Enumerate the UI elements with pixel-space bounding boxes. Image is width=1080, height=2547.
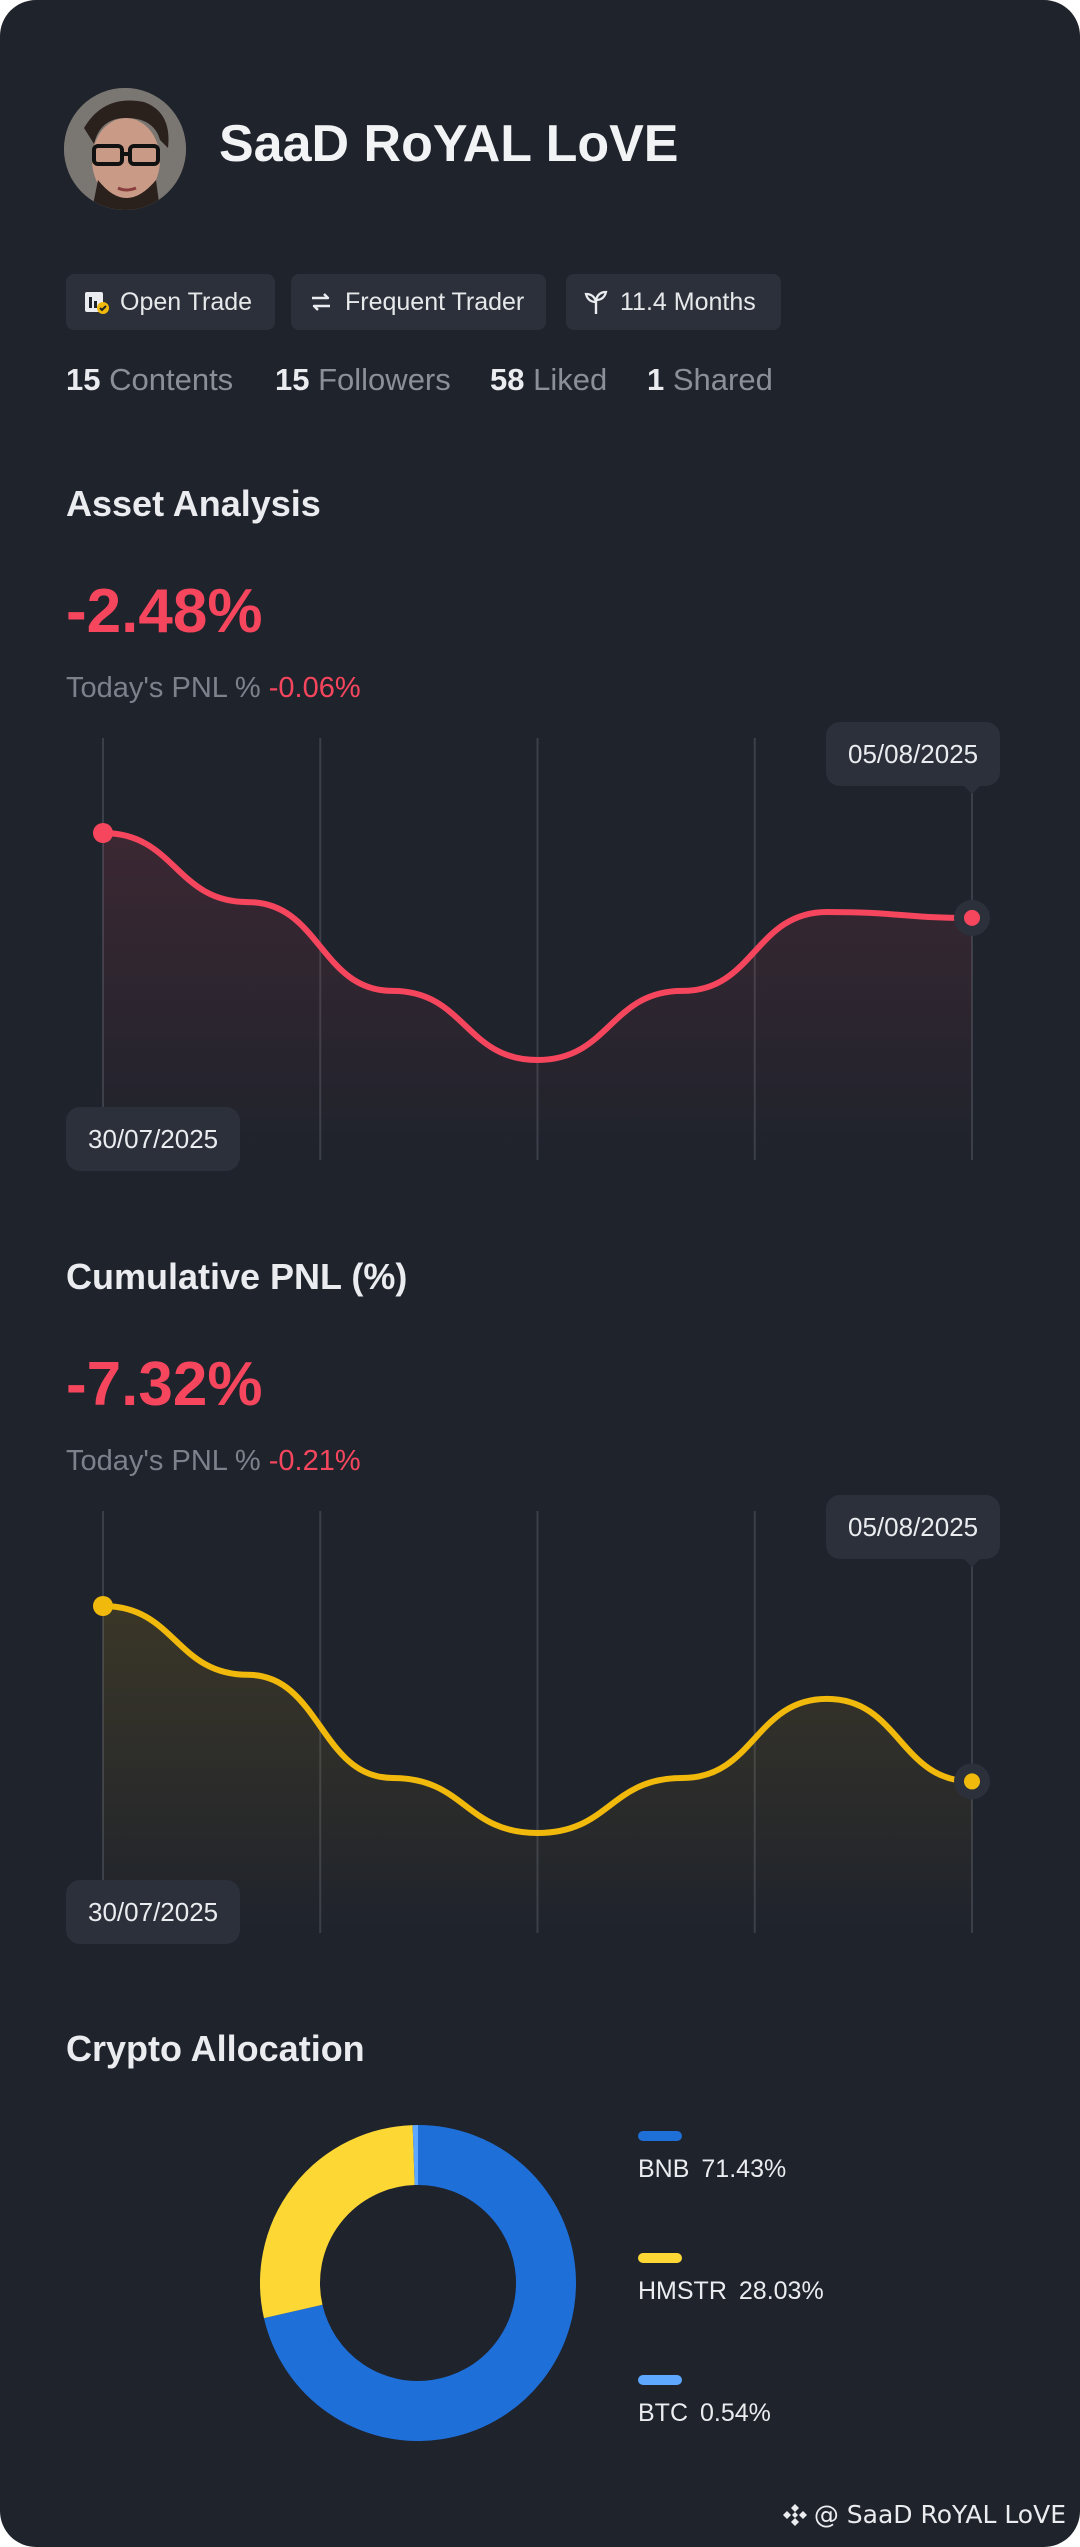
legend-name: BTC: [638, 2399, 688, 2427]
stat-contents[interactable]: 15 Contents: [66, 362, 233, 398]
open-trade-icon: [85, 292, 109, 314]
today-pnl-value: -0.21%: [268, 1445, 361, 1477]
legend-item-btc: BTC 0.54%: [638, 2375, 771, 2428]
avatar-image: [64, 88, 186, 210]
legend-text: BTC 0.54%: [638, 2399, 771, 2428]
stat-label: Contents: [109, 362, 234, 397]
start-date-pill: 30/07/2025: [66, 1880, 241, 1944]
asset-analysis-chart[interactable]: [0, 720, 1080, 1180]
cumulative-today-pnl: Today's PNL % -0.21%: [66, 1445, 361, 1478]
footer-watermark: @ SaaD RoYAL LoVE: [782, 2500, 1066, 2529]
end-point-marker: [964, 1773, 980, 1790]
cumulative-pnl-chart[interactable]: [0, 1493, 1080, 1953]
stat-label: Liked: [533, 362, 608, 397]
asset-analysis-value: -2.48%: [66, 577, 263, 646]
asset-analysis-title: Asset Analysis: [66, 483, 321, 524]
crypto-allocation-title: Crypto Allocation: [66, 2028, 365, 2069]
sprout-icon: [584, 290, 608, 314]
badge-label: 11.4 Months: [620, 287, 756, 316]
series-area: [103, 1606, 972, 1933]
avatar[interactable]: [64, 88, 186, 210]
start-point-marker: [93, 1596, 113, 1616]
swap-icon: [312, 293, 330, 311]
start-point-marker: [93, 823, 113, 843]
legend-text: HMSTR 28.03%: [638, 2277, 824, 2306]
stat-value: 58: [490, 362, 525, 397]
donut-slice-bnb[interactable]: [263, 2125, 576, 2441]
series-area: [103, 833, 972, 1160]
stat-liked[interactable]: 58 Liked: [490, 362, 607, 398]
end-point-marker: [964, 909, 980, 926]
binance-logo-icon: [782, 2503, 807, 2526]
stat-shared[interactable]: 1 Shared: [647, 362, 773, 398]
legend-pct: 71.43%: [701, 2155, 787, 2183]
allocation-donut-chart[interactable]: [260, 2125, 576, 2441]
today-pnl-value: -0.06%: [268, 672, 361, 704]
end-date-pill: 05/08/2025: [826, 1495, 1001, 1559]
today-pnl-label: Today's PNL %: [66, 672, 261, 704]
today-pnl-label: Today's PNL %: [66, 1445, 261, 1477]
stat-value: 1: [647, 362, 665, 397]
tooltip-pointer: [964, 786, 980, 794]
legend-pct: 28.03%: [738, 2277, 824, 2305]
asset-today-pnl: Today's PNL % -0.06%: [66, 672, 361, 705]
tooltip-pointer: [964, 1559, 980, 1567]
badge-label: Open Trade: [120, 287, 253, 316]
stat-value: 15: [275, 362, 310, 397]
footer-text: @ SaaD RoYAL LoVE: [813, 2500, 1066, 2529]
legend-swatch: [638, 2131, 682, 2141]
badge-open-trade[interactable]: Open Trade: [66, 274, 275, 330]
legend-item-hmstr: HMSTR 28.03%: [638, 2253, 824, 2306]
legend-swatch: [638, 2375, 682, 2385]
legend-swatch: [638, 2253, 682, 2263]
legend-name: BNB: [638, 2155, 690, 2183]
username: SaaD RoYAL LoVE: [219, 115, 679, 173]
stat-value: 15: [66, 362, 101, 397]
cumulative-pnl-value: -7.32%: [66, 1350, 263, 1419]
series-line: [100, 1603, 975, 1837]
stat-label: Followers: [318, 362, 451, 397]
start-date-pill: 30/07/2025: [66, 1107, 241, 1171]
badge-frequent-trader[interactable]: Frequent Trader: [291, 274, 546, 330]
legend-name: HMSTR: [638, 2277, 727, 2305]
series-line: [100, 830, 975, 1064]
cumulative-pnl-title: Cumulative PNL (%): [66, 1256, 408, 1297]
legend-item-bnb: BNB 71.43%: [638, 2131, 786, 2184]
end-date-pill: 05/08/2025: [826, 722, 1001, 786]
stat-followers[interactable]: 15 Followers: [275, 362, 451, 398]
donut-slice-hmstr[interactable]: [260, 2125, 416, 2319]
legend-text: BNB 71.43%: [638, 2155, 786, 2184]
legend-pct: 0.54%: [700, 2399, 771, 2427]
badge-label: Frequent Trader: [345, 287, 525, 316]
stat-label: Shared: [672, 362, 773, 397]
badge-months[interactable]: 11.4 Months: [566, 274, 781, 330]
